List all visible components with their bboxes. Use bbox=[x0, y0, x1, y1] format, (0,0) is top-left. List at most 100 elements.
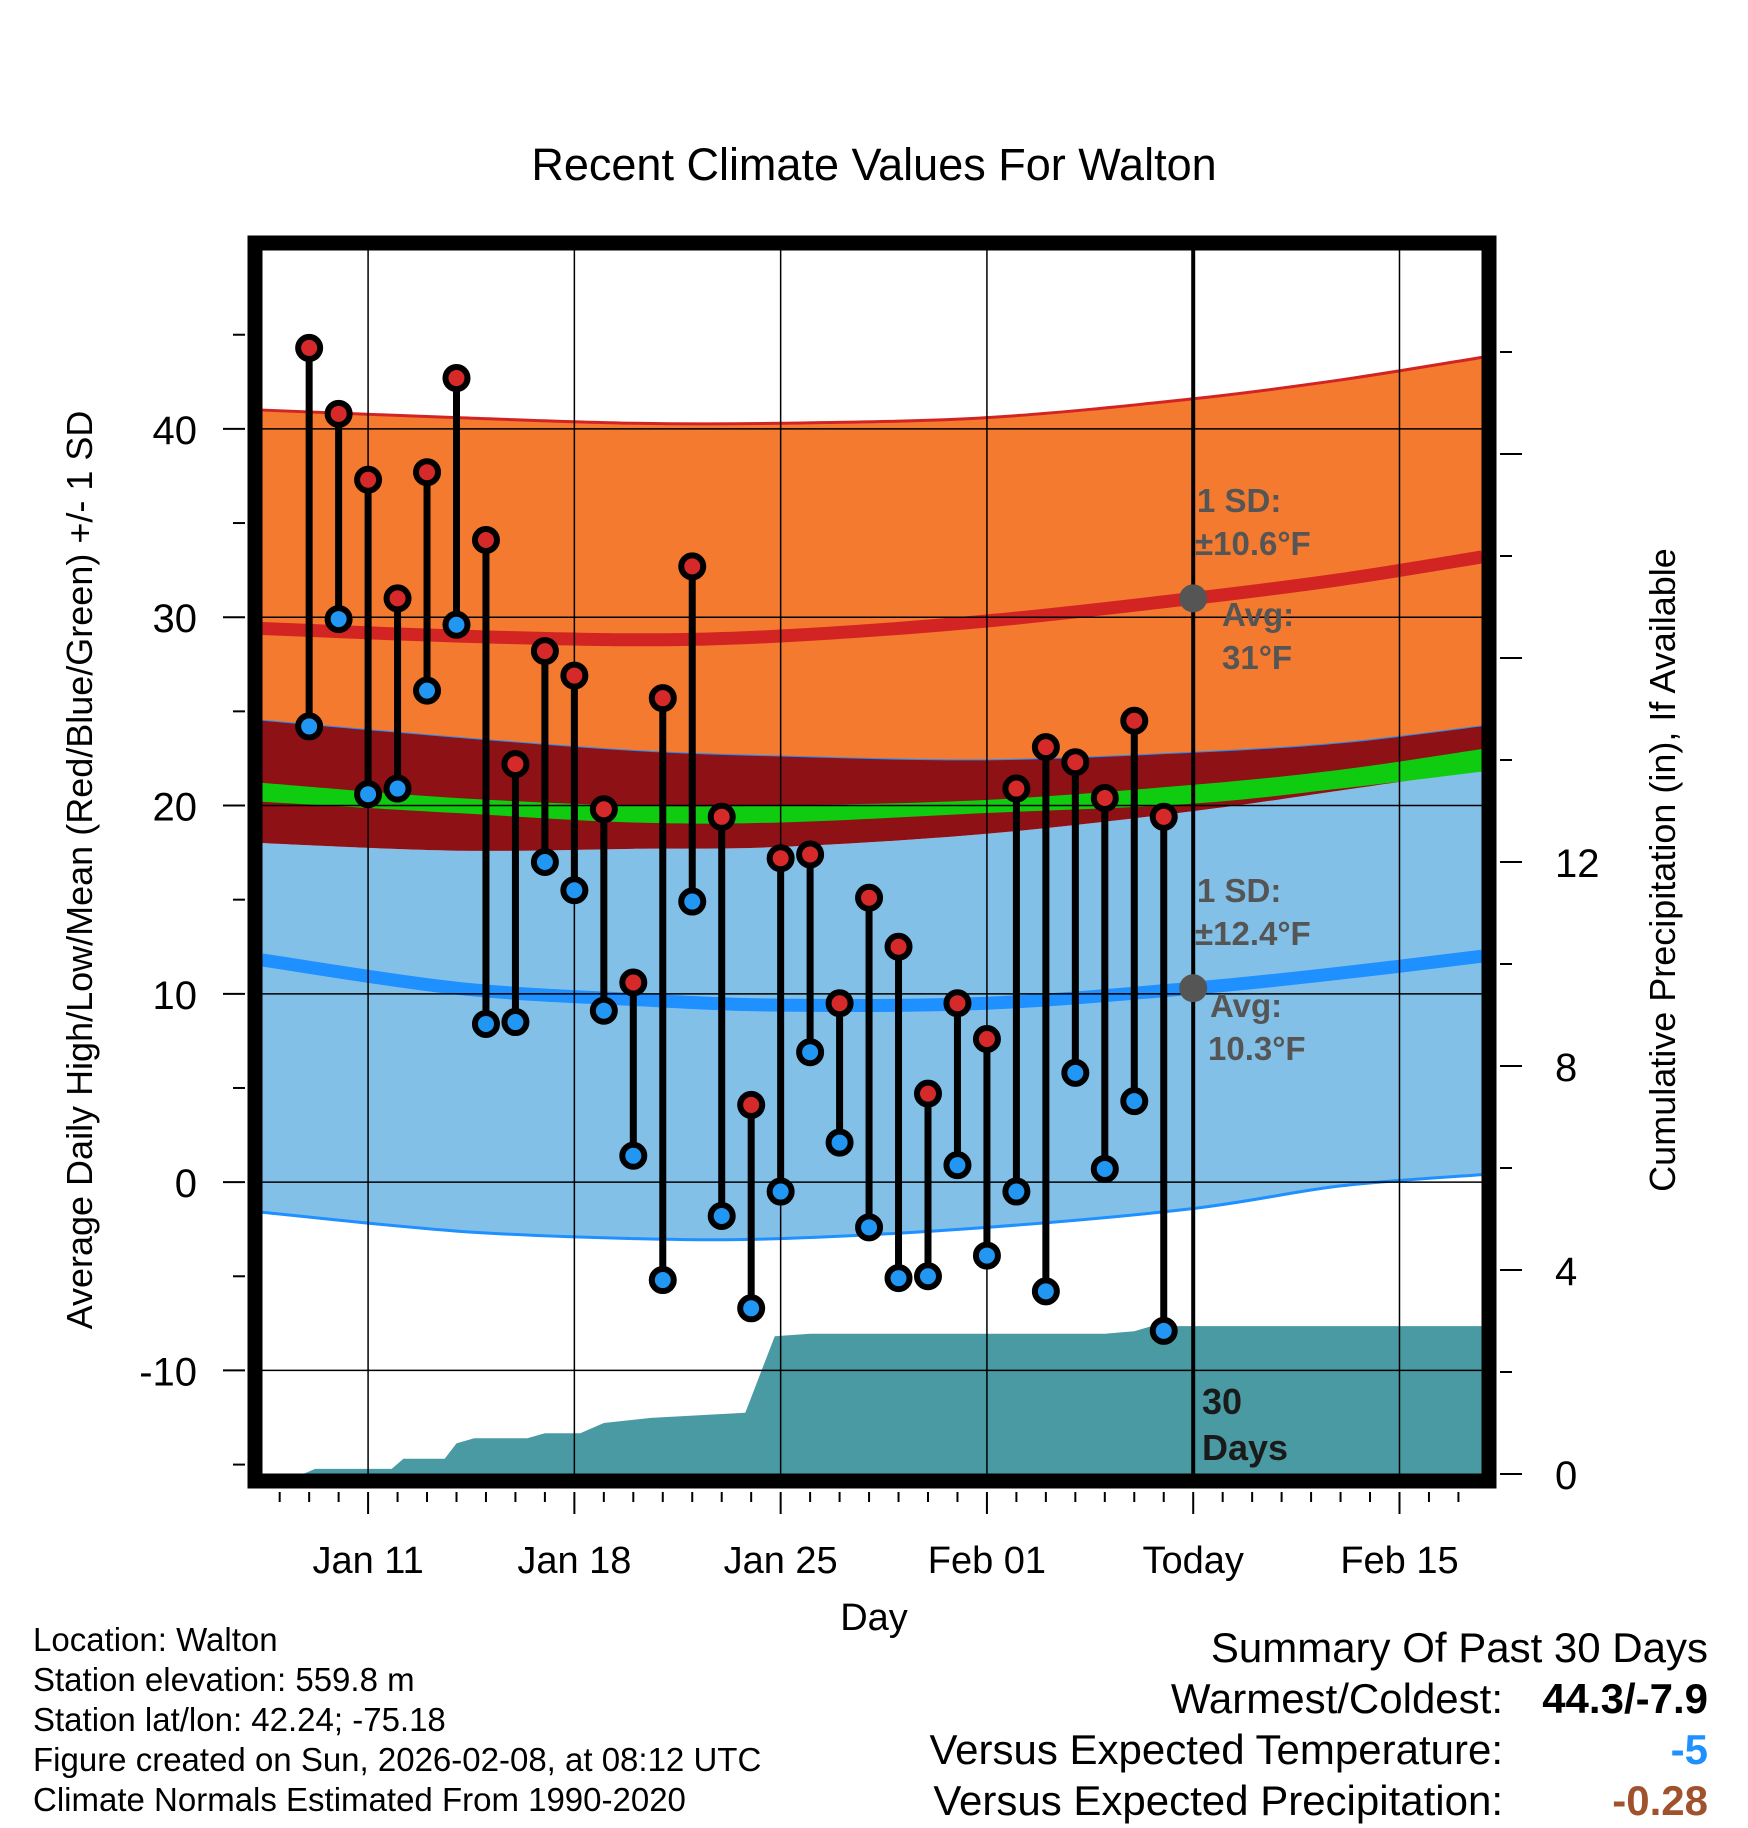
low-temp-point bbox=[648, 1266, 677, 1295]
low-temp-point bbox=[1149, 1316, 1178, 1345]
low-temp-point bbox=[855, 1213, 884, 1242]
y2-tick-label: 0 bbox=[1555, 1454, 1577, 1498]
summary-panel: Summary Of Past 30 Days Warmest/Coldest:… bbox=[929, 1622, 1708, 1826]
low-temp-point bbox=[530, 848, 559, 876]
low-temp-point bbox=[1090, 1154, 1119, 1183]
high-temp-point bbox=[1120, 706, 1149, 735]
low-temp-point bbox=[619, 1141, 648, 1170]
plot-border bbox=[247, 235, 1497, 1489]
precip-area bbox=[262, 1326, 1482, 1474]
high-temp-point bbox=[737, 1090, 766, 1119]
high-temp-point bbox=[1031, 733, 1060, 762]
high-temp-point bbox=[1149, 802, 1178, 831]
x-tick-label: Feb 01 bbox=[928, 1540, 1046, 1582]
high-temp-point bbox=[560, 661, 589, 690]
y-tick-label: 20 bbox=[153, 786, 198, 830]
low-sd-value: ±12.4°F bbox=[1195, 915, 1311, 952]
high-sd-value: ±10.6°F bbox=[1195, 525, 1311, 562]
x-tick-label: Jan 25 bbox=[724, 1540, 838, 1582]
daily-points bbox=[295, 333, 1178, 1345]
high-temp-point bbox=[707, 802, 736, 831]
avg-markers bbox=[1179, 584, 1208, 1003]
low-temp-point bbox=[707, 1202, 736, 1231]
latlon-text: Station lat/lon: 42.24; -75.18 bbox=[33, 1701, 446, 1738]
high-mean-line bbox=[261, 550, 1484, 647]
high-temp-point bbox=[678, 552, 707, 581]
axes: -10 0 10 20 30 40 0 4 8 12 Jan 11 Jan 18 Jan 25 Feb 0… bbox=[139, 333, 1600, 1582]
window-days-label: Days bbox=[1202, 1427, 1288, 1468]
station-info: Location: Walton Station elevation: 559.… bbox=[33, 1620, 761, 1820]
high-temp-point bbox=[766, 844, 795, 873]
low-avg-marker bbox=[1179, 974, 1208, 1003]
daily-stems bbox=[305, 347, 1168, 1331]
high-temp-point bbox=[324, 399, 353, 428]
low-temp-point bbox=[737, 1294, 766, 1323]
y2-tick-label: 12 bbox=[1555, 842, 1600, 886]
location-text: Location: Walton bbox=[33, 1621, 278, 1658]
high-temp-point bbox=[1090, 783, 1119, 812]
warmest-row: Warmest/Coldest: 44.3/-7.9 bbox=[929, 1673, 1708, 1724]
low-avg-value: 10.3°F bbox=[1208, 1030, 1306, 1067]
summary-title: Summary Of Past 30 Days bbox=[1210, 1624, 1708, 1671]
plot-frame bbox=[247, 235, 1497, 1489]
high-temp-point bbox=[589, 795, 618, 824]
low-temp-point bbox=[442, 610, 471, 639]
created-text: Figure created on Sun, 2026-02-08, at 08… bbox=[33, 1741, 762, 1778]
temp-vs-expected-value: -5 bbox=[1670, 1726, 1708, 1773]
precip-cumulative-area bbox=[262, 1326, 1482, 1474]
precip-vs-expected-row: Versus Expected Precipitation: -0.28 bbox=[929, 1775, 1708, 1826]
high-upper-line bbox=[261, 355, 1483, 426]
high-temp-point bbox=[1002, 774, 1031, 803]
high-temp-point bbox=[972, 1025, 1001, 1054]
low-temp-point bbox=[1120, 1087, 1149, 1116]
low-temp-point bbox=[1031, 1277, 1060, 1306]
high-temp-point bbox=[825, 989, 854, 1018]
high-avg-marker bbox=[1179, 584, 1208, 613]
high-temp-point bbox=[501, 750, 530, 779]
high-temp-point bbox=[913, 1079, 942, 1108]
high-temp-point bbox=[943, 989, 972, 1018]
high-temp-point bbox=[413, 458, 442, 487]
y2-tick-label: 8 bbox=[1555, 1046, 1577, 1090]
x-tick-label: Jan 18 bbox=[517, 1540, 631, 1582]
low-temp-point bbox=[766, 1177, 795, 1206]
normals-text: Climate Normals Estimated From 1990-2020 bbox=[33, 1781, 686, 1818]
y-tick-label: 30 bbox=[153, 597, 198, 641]
high-temp-point bbox=[471, 525, 500, 554]
low-temp-point bbox=[501, 1008, 530, 1037]
y-tick-label: 40 bbox=[153, 409, 198, 453]
high-temp-point bbox=[354, 465, 383, 494]
low-temp-point bbox=[471, 1009, 500, 1038]
high-temp-point bbox=[295, 333, 324, 362]
low-temp-point bbox=[589, 996, 618, 1025]
low-temp-point bbox=[1002, 1177, 1031, 1206]
warmest-label: Warmest/Coldest: bbox=[1170, 1675, 1503, 1722]
low-temp-point bbox=[295, 712, 324, 741]
x-tick-label: Feb 15 bbox=[1340, 1540, 1458, 1582]
x-tick-label: Jan 11 bbox=[312, 1540, 423, 1582]
high-temp-point bbox=[383, 584, 412, 613]
low-temp-point bbox=[354, 780, 383, 809]
low-temp-point bbox=[1061, 1058, 1090, 1087]
high-temp-point bbox=[1061, 748, 1090, 777]
low-temp-point bbox=[913, 1262, 942, 1291]
y2-tick-label: 4 bbox=[1555, 1250, 1577, 1294]
high-temp-point bbox=[442, 364, 471, 393]
y-tick-label: -10 bbox=[139, 1350, 197, 1394]
high-temp-point bbox=[530, 637, 559, 666]
high-temp-point bbox=[796, 840, 825, 869]
precip-vs-expected-label: Versus Expected Precipitation: bbox=[933, 1777, 1503, 1824]
high-temp-point bbox=[619, 968, 648, 997]
y-tick-label: 0 bbox=[175, 1162, 197, 1206]
low-temp-point bbox=[825, 1128, 854, 1157]
x-axis-title: Day bbox=[840, 1597, 908, 1639]
elevation-text: Station elevation: 559.8 m bbox=[33, 1661, 415, 1698]
window-days-number: 30 bbox=[1202, 1381, 1242, 1422]
low-temp-point bbox=[560, 876, 589, 905]
low-temp-point bbox=[383, 774, 412, 803]
low-temp-point bbox=[943, 1151, 972, 1180]
low-temp-point bbox=[796, 1038, 825, 1067]
y-tick-label: 10 bbox=[153, 974, 198, 1018]
high-temp-point bbox=[884, 932, 913, 961]
